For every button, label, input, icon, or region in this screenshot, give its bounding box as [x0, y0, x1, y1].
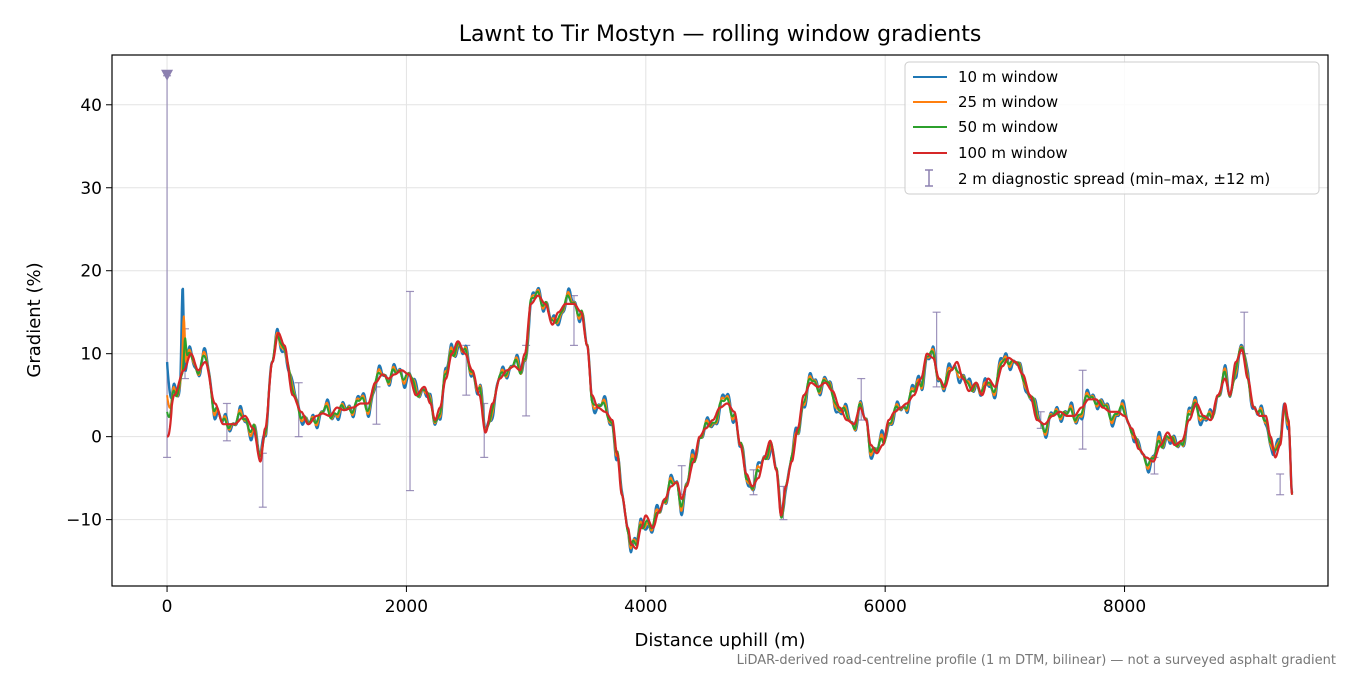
- x-tick-label-3: 6000: [864, 597, 907, 617]
- y-tick-label-1: 0: [91, 428, 102, 448]
- x-axis-label: Distance uphill (m): [635, 630, 806, 651]
- error-bar-6: [406, 290, 415, 492]
- y-tick-label-5: 40: [80, 96, 102, 116]
- error-bar-20: [1276, 473, 1285, 496]
- series-lines: [165, 286, 1294, 554]
- legend: 10 m window 25 m window 50 m window 100 …: [904, 61, 1320, 195]
- x-tick-label-4: 8000: [1103, 597, 1146, 617]
- y-axis-ticks: −10 0 10 20 30 40: [66, 96, 112, 531]
- plot-area: [161, 69, 1294, 554]
- y-tick-label-4: 30: [80, 179, 102, 199]
- top-marker-triangle: [161, 69, 174, 81]
- plot-frame: [111, 54, 1329, 587]
- legend-box: [904, 61, 1320, 195]
- chart-title: Lawnt to Tir Mostyn — rolling window gra…: [459, 22, 982, 47]
- series-line-3: [166, 294, 1294, 550]
- legend-swatch-errorbar: [925, 169, 933, 187]
- y-tick-label-3: 20: [80, 262, 102, 282]
- legend-label-errorbar: 2 m diagnostic spread (min–max, ±12 m): [958, 170, 1270, 188]
- y-tick-label-2: 10: [80, 345, 102, 365]
- y-tick-label-0: −10: [66, 511, 102, 531]
- legend-label-10m: 10 m window: [958, 68, 1058, 86]
- x-tick-label-0: 0: [162, 597, 173, 617]
- legend-label-100m: 100 m window: [958, 144, 1068, 162]
- legend-label-25m: 25 m window: [958, 93, 1058, 111]
- x-tick-label-2: 4000: [624, 597, 667, 617]
- x-axis-ticks: 0 2000 4000 6000 8000: [162, 586, 1146, 617]
- legend-label-50m: 50 m window: [958, 118, 1058, 136]
- x-tick-label-1: 2000: [385, 597, 428, 617]
- footnote: LiDAR-derived road-centreline profile (1…: [737, 653, 1336, 668]
- y-axis-label: Gradient (%): [24, 262, 45, 377]
